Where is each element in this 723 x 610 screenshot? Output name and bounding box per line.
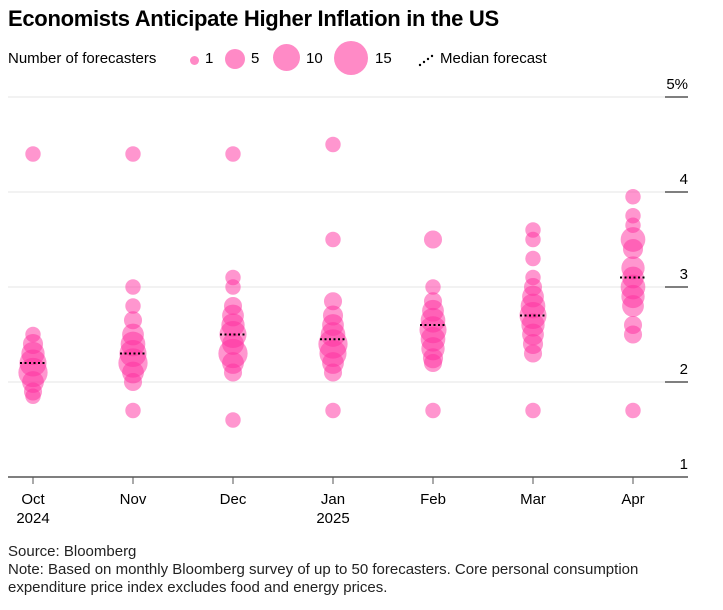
forecast-bubble [225,279,241,295]
legend-size-1: 1 [205,50,214,67]
forecast-bubble [525,231,541,248]
x-tick-label: Feb [420,491,446,508]
x-tick-sublabel: 2024 [16,510,49,527]
legend-bubble-1 [190,56,199,65]
legend-median-label: Median forecast [440,50,547,67]
forecast-bubble [123,372,143,392]
note-text: Note: Based on monthly Bloomberg survey … [8,561,639,596]
y-tick-label: 5% [666,76,688,93]
forecast-bubble [525,402,541,419]
forecast-bubble [125,279,141,295]
forecast-bubble [325,231,341,248]
legend-bubble-5 [225,49,245,69]
forecast-bubble [622,295,644,317]
forecast-bubble [225,146,241,162]
legend-bubble-10 [273,44,300,71]
forecast-bubble [25,146,41,162]
forecast-bubble [323,363,343,382]
legend-size-15: 15 [375,50,392,67]
forecast-bubble [325,136,341,153]
forecast-bubble [625,402,641,419]
y-tick-label: 1 [680,456,688,473]
legend: Number of forecasters 1 5 10 15 Median f… [8,40,723,76]
forecast-bubble [125,402,141,419]
y-tick-label: 2 [680,361,688,378]
legend-size-5: 5 [251,50,260,67]
forecast-bubble [223,363,243,382]
x-tick-sublabel: 2025 [316,510,349,527]
chart-title: Economists Anticipate Higher Inflation i… [8,6,499,31]
forecast-bubble [323,292,343,311]
forecast-bubble [625,189,641,205]
legend-size-label: Number of forecasters [8,50,157,67]
y-tick-label: 4 [680,171,688,188]
median-legend-icon [418,54,434,67]
x-tick-label: Apr [621,491,644,508]
forecast-bubble [125,146,141,162]
chart-plot: 1 2 3 4 5% Oct 2024 Nov Dec Jan 2025 Feb Mar Apr [8,76,688,527]
legend-bubble-15 [334,41,368,75]
forecast-bubble [425,279,441,295]
forecast-bubble [623,325,643,344]
forecast-bubble [125,298,141,314]
forecast-bubble [425,402,441,419]
forecast-bubble [525,250,541,267]
source-text: Source: Bloomberg [8,543,137,560]
x-tick-label: Nov [120,491,147,508]
source-notes: Source: Bloomberg Note: Based on monthly… [8,543,708,597]
forecast-bubble [423,353,443,373]
forecast-bubble [423,230,443,249]
legend-size-10: 10 [306,50,323,67]
x-tick-label: Jan [321,491,345,508]
forecast-bubble [622,238,644,260]
x-tick-label: Dec [220,491,247,508]
y-tick-label: 3 [680,266,688,283]
forecast-bubble [225,412,241,428]
forecast-bubble [325,402,341,419]
x-tick-label: Mar [520,491,546,508]
x-tick-label: Oct [21,491,45,508]
forecast-bubble [523,344,543,363]
forecast-bubble [25,388,41,404]
